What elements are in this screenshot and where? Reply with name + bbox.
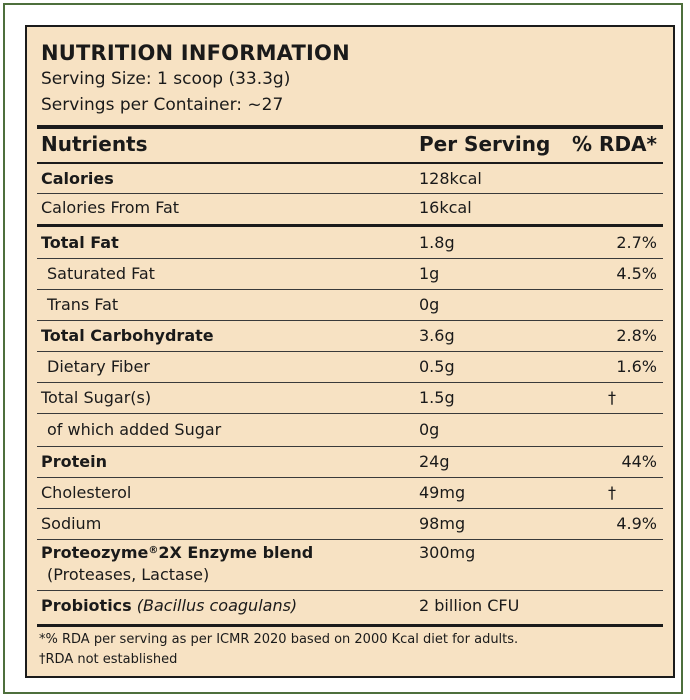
dagger-footnote: †RDA not established [39,652,178,667]
row-divider [37,289,663,290]
per-serving-value: 0g [419,295,440,314]
row-saturated-fat: Saturated Fat 1g 4.5% [27,259,673,289]
row-protein: Protein 24g 44% [27,447,673,477]
nutrient-name: Dietary Fiber [47,357,150,376]
row-cholesterol: Cholesterol 49mg † [27,478,673,508]
col-rda: % RDA* [572,132,657,156]
col-nutrients: Nutrients [41,132,148,156]
per-serving-value: 1.8g [419,233,455,252]
panel-title: NUTRITION INFORMATION [41,41,350,65]
rda-value: 44% [621,452,657,471]
rda-value: 4.9% [616,514,657,533]
column-headers: Nutrients Per Serving % RDA* [27,129,673,159]
row-divider [37,539,663,540]
nutrient-name: Total Carbohydrate [41,326,214,345]
row-divider [37,193,663,194]
row-calories: Calories 128kcal [27,165,673,193]
section-rule [37,224,663,227]
enzyme-name-suffix: 2X Enzyme blend [158,543,314,562]
serving-size: Serving Size: 1 scoop (33.3g) [41,69,291,89]
rda-value: 2.8% [616,326,657,345]
per-serving-value: 24g [419,452,450,471]
nutrient-name: Proteozyme®2X Enzyme blend [41,542,313,564]
per-serving-value: 98mg [419,514,466,533]
per-serving-value: 49mg [419,483,466,502]
row-added-sugar: of which added Sugar 0g [27,414,673,446]
per-serving-value: 3.6g [419,326,455,345]
nutrient-name: Total Fat [41,233,119,252]
servings-per-container: Servings per Container: ~27 [41,95,284,115]
per-serving-value: 16kcal [419,198,472,217]
rda-footnote: *% RDA per serving as per ICMR 2020 base… [39,632,519,647]
header-rule [37,125,663,129]
probiotics-species: (Bacillus coagulans) [136,596,298,615]
row-divider [37,446,663,447]
per-serving-value: 0.5g [419,357,455,376]
per-serving-value: 0g [419,420,440,439]
row-enzyme-blend: Proteozyme®2X Enzyme blend (Proteases, L… [27,541,673,589]
row-calories-from-fat: Calories From Fat 16kcal [27,194,673,222]
nutrient-name: Probiotics (Bacillus coagulans) [41,591,297,621]
nutrient-name: Sodium [41,514,102,533]
nutrient-name: Calories From Fat [41,198,180,217]
outer-frame: NUTRITION INFORMATION Serving Size: 1 sc… [3,3,683,694]
row-divider [37,320,663,321]
nutrient-name: Protein [41,452,107,471]
row-divider [37,258,663,259]
per-serving-value: 300mg [419,543,476,562]
colhead-rule [37,162,663,164]
row-divider [37,413,663,414]
nutrient-name: Total Sugar(s) [41,388,152,407]
per-serving-value: 1.5g [419,388,455,407]
row-divider [37,508,663,509]
rda-value: † [608,388,616,407]
probiotics-label: Probiotics [41,596,132,615]
nutrient-name: of which added Sugar [47,420,222,439]
row-total-fat: Total Fat 1.8g 2.7% [27,228,673,258]
nutrient-name: Calories [41,169,114,188]
registered-mark: ® [148,545,159,556]
per-serving-value: 2 billion CFU [419,596,520,615]
row-sodium: Sodium 98mg 4.9% [27,509,673,539]
row-divider [37,477,663,478]
nutrient-name: Cholesterol [41,483,132,502]
row-total-sugars: Total Sugar(s) 1.5g † [27,383,673,413]
col-per-serving: Per Serving [419,132,551,156]
panel-header: NUTRITION INFORMATION Serving Size: 1 sc… [41,41,659,118]
row-total-carbohydrate: Total Carbohydrate 3.6g 2.8% [27,321,673,351]
rda-value: 2.7% [616,233,657,252]
row-probiotics: Probiotics (Bacillus coagulans) 2 billio… [27,591,673,621]
per-serving-value: 128kcal [419,169,482,188]
rda-value: 4.5% [616,264,657,283]
footer-rule [37,624,663,627]
nutrition-panel: NUTRITION INFORMATION Serving Size: 1 sc… [25,25,675,678]
rda-value: † [608,483,616,502]
enzyme-name-prefix: Proteozyme [41,543,149,562]
row-trans-fat: Trans Fat 0g [27,290,673,320]
nutrient-name: Saturated Fat [47,264,155,283]
row-dietary-fiber: Dietary Fiber 0.5g 1.6% [27,352,673,382]
row-divider [37,590,663,591]
row-divider [37,351,663,352]
rda-value: 1.6% [616,357,657,376]
row-divider [37,382,663,383]
enzyme-subtext: (Proteases, Lactase) [47,565,210,584]
per-serving-value: 1g [419,264,440,283]
nutrient-name: Trans Fat [47,295,119,314]
